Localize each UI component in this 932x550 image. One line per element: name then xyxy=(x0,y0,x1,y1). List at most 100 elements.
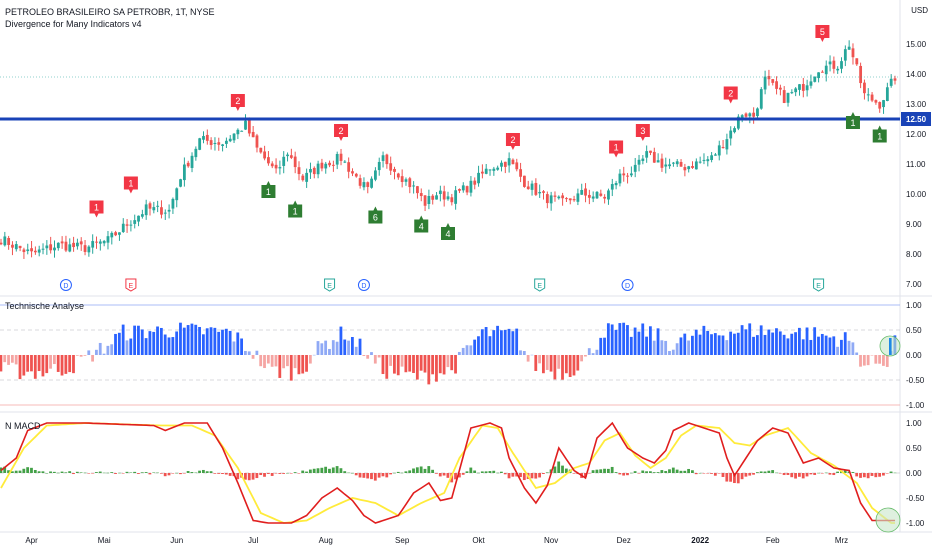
dividend-event-icon[interactable]: D xyxy=(59,279,72,291)
earnings-event-icon[interactable]: E xyxy=(534,278,546,292)
marker-shape xyxy=(441,223,455,240)
ta-bar xyxy=(381,355,385,375)
ta-bar xyxy=(584,355,587,357)
time-axis[interactable]: Apr Mai Jun Jul Aug Sep Okt Nov Dez 2022 Feb Mrz xyxy=(25,536,848,545)
candle xyxy=(102,239,106,247)
histogram-bar xyxy=(687,468,690,473)
bullish-divergence-marker[interactable]: 1 xyxy=(288,200,303,218)
histogram-bar xyxy=(748,473,752,476)
candle xyxy=(301,173,305,182)
ta-bar xyxy=(373,355,377,364)
earnings-event-icon[interactable]: E xyxy=(324,278,336,292)
bearish-divergence-marker[interactable]: 1 xyxy=(89,200,104,218)
ta-bar xyxy=(633,327,637,355)
candle xyxy=(255,133,259,153)
earnings-event-icon[interactable]: E xyxy=(813,278,825,292)
bearish-divergence-marker[interactable]: 1 xyxy=(609,140,624,158)
ta-bar xyxy=(488,336,492,355)
marker-label: 1 xyxy=(266,187,271,197)
bullish-divergence-marker[interactable]: 1 xyxy=(872,125,887,143)
dividend-event-icon[interactable]: D xyxy=(357,279,370,291)
candle-body xyxy=(102,240,106,244)
dividend-event-icon[interactable]: D xyxy=(621,279,634,291)
macd-tick-label: 0.50 xyxy=(906,444,922,453)
bearish-divergence-marker[interactable]: 2 xyxy=(334,124,349,141)
candle xyxy=(171,197,175,214)
price-panel[interactable]: 15.00 14.00 13.00 12.00 11.00 10.00 9.00 8.00 7.… xyxy=(0,25,931,292)
currency-label[interactable]: USD xyxy=(911,6,928,15)
candle xyxy=(454,186,458,210)
candle xyxy=(702,153,706,165)
bullish-divergence-marker[interactable]: 1 xyxy=(845,112,860,129)
histogram-bar xyxy=(878,473,882,477)
bullish-divergence-marker[interactable]: 4 xyxy=(441,223,455,240)
ta-bar xyxy=(117,332,121,355)
bearish-divergence-marker[interactable]: 2 xyxy=(723,86,738,104)
histogram-bar xyxy=(400,472,404,474)
histogram-bar xyxy=(152,472,156,473)
candle-body xyxy=(68,244,72,252)
histogram-bar xyxy=(110,472,114,473)
histogram-bar xyxy=(366,473,370,479)
histogram-bar xyxy=(446,473,450,478)
earnings-event-icon[interactable]: E xyxy=(125,278,137,292)
candle xyxy=(752,107,756,124)
histogram-bar xyxy=(866,473,870,479)
histogram-bar xyxy=(782,473,786,476)
candle xyxy=(771,79,775,86)
macd-panel[interactable]: 1.00 0.50 0.00 -0.50 -1.00 xyxy=(0,419,925,533)
ta-bar xyxy=(469,345,473,355)
ta-panel[interactable]: 1.00 0.50 0.00 -0.50 -1.00 xyxy=(0,301,925,410)
candle-body xyxy=(863,82,866,94)
candle xyxy=(362,177,366,191)
candle xyxy=(76,238,79,250)
candle-body xyxy=(893,78,897,81)
ta-bar xyxy=(564,355,568,374)
ta-bar xyxy=(832,336,836,355)
histogram-bar xyxy=(522,473,526,481)
ta-bar xyxy=(641,323,645,355)
histogram-bar xyxy=(370,473,373,480)
candle-body xyxy=(137,215,140,222)
candle-body xyxy=(106,236,110,243)
bullish-divergence-marker[interactable]: 6 xyxy=(368,206,383,224)
time-tick-label: Mai xyxy=(98,536,111,545)
candle-body xyxy=(194,148,198,158)
bearish-divergence-marker[interactable]: 3 xyxy=(635,124,650,141)
ta-bar xyxy=(244,350,247,355)
candle xyxy=(297,161,301,181)
candle-body xyxy=(465,186,469,193)
ta-bar xyxy=(778,331,782,355)
histogram-bar xyxy=(622,473,626,476)
histogram-bar xyxy=(778,473,782,474)
ta-bar xyxy=(710,334,713,355)
marker-shape xyxy=(230,94,245,111)
ta-bar xyxy=(534,355,538,371)
candle xyxy=(714,152,717,156)
histogram-bar xyxy=(274,473,278,474)
bearish-divergence-marker[interactable]: 1 xyxy=(123,176,138,194)
candle-body xyxy=(221,144,224,146)
histogram-bar xyxy=(503,473,507,475)
candle xyxy=(565,197,568,203)
bullish-divergence-marker[interactable]: 1 xyxy=(261,181,276,198)
ta-bar xyxy=(492,330,496,355)
candle-body xyxy=(534,182,538,195)
bullish-divergence-marker[interactable]: 4 xyxy=(414,215,429,233)
candle xyxy=(591,191,595,203)
candle xyxy=(698,156,702,164)
candle-body xyxy=(870,94,874,101)
ta-bar xyxy=(626,325,629,355)
histogram-bar xyxy=(297,473,301,474)
candle xyxy=(232,133,236,143)
ta-tick-label: -0.50 xyxy=(906,376,925,385)
bearish-divergence-marker[interactable]: 5 xyxy=(815,25,830,42)
bearish-divergence-marker[interactable]: 2 xyxy=(505,133,520,150)
histogram-bar xyxy=(224,473,228,475)
candle-body xyxy=(351,171,354,174)
candle xyxy=(503,161,507,174)
bearish-divergence-marker[interactable]: 2 xyxy=(230,94,245,111)
candle-body xyxy=(282,156,286,166)
candle xyxy=(186,160,190,168)
